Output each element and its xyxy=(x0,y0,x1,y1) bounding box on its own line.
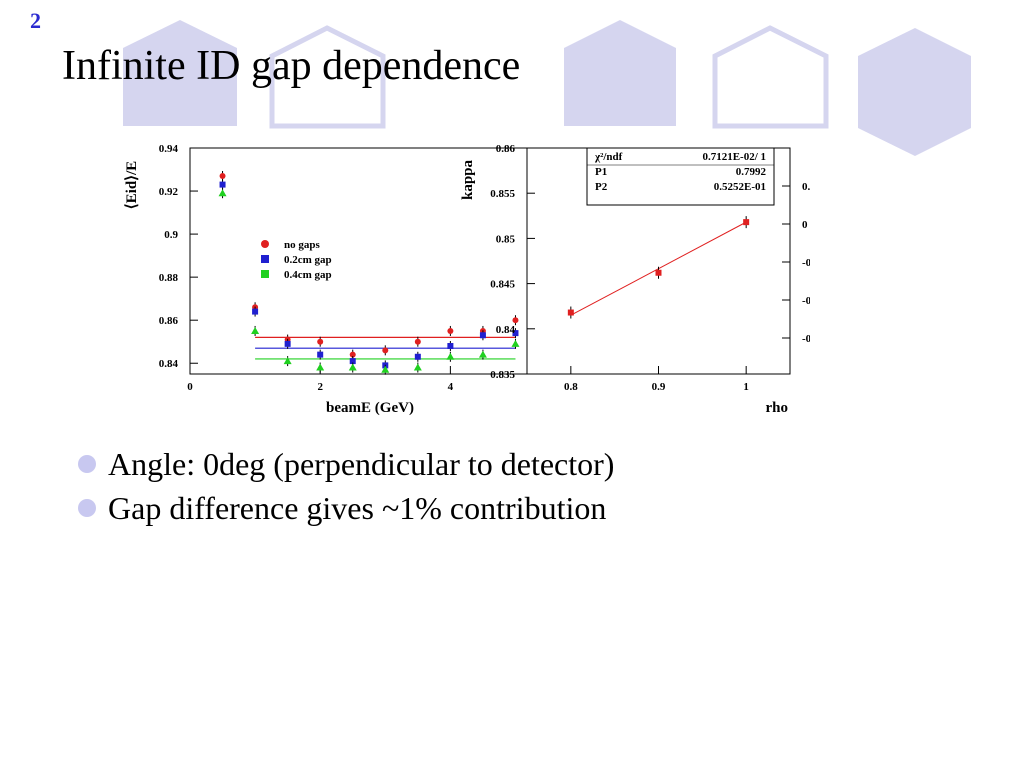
bullet-text: Angle: 0deg (perpendicular to detector) xyxy=(108,446,615,482)
bullet-dot-icon xyxy=(78,499,96,517)
bullet-list: Angle: 0deg (perpendicular to detector) … xyxy=(78,442,614,530)
right-data-point xyxy=(567,309,574,316)
legend-label: 0.4cm gap xyxy=(284,269,332,281)
right-data-point xyxy=(655,269,662,276)
left-y-tick-label: 0.86 xyxy=(159,315,179,327)
right-y-axis-label: kappa xyxy=(460,159,476,200)
right-secondary-tick-label: -0.01 xyxy=(802,295,810,307)
left-y-tick-label: 0.88 xyxy=(159,272,179,284)
left-y-axis-label: ⟨Eid⟩/E xyxy=(124,161,140,209)
left-data-point xyxy=(381,365,390,373)
left-data-point xyxy=(251,326,260,334)
left-data-point xyxy=(478,350,487,358)
left-data-point xyxy=(284,340,291,347)
hexagon-filled-1 xyxy=(123,20,237,126)
left-data-point xyxy=(511,339,520,347)
legend-marker xyxy=(261,270,269,278)
left-y-tick-label: 0.92 xyxy=(159,186,179,198)
right-y-tick-label: 0.835 xyxy=(490,369,515,381)
left-data-point xyxy=(349,358,356,365)
left-data-point xyxy=(317,351,324,358)
left-data-point xyxy=(382,347,389,354)
left-data-point xyxy=(512,317,519,324)
left-y-tick-label: 0.94 xyxy=(159,143,179,155)
fit-stat-value: 0.5252E-01 xyxy=(714,181,766,193)
left-data-point xyxy=(413,363,422,371)
bullet-text: Gap difference gives ~1% contribution xyxy=(108,490,607,526)
left-plot-frame xyxy=(189,147,536,375)
slide-title: Infinite ID gap dependence xyxy=(62,43,521,89)
left-data-point xyxy=(447,327,454,334)
left-data-point xyxy=(446,352,455,360)
left-data-point xyxy=(317,338,324,345)
fit-stat-label: χ²/ndf xyxy=(594,151,623,163)
legend-label: no gaps xyxy=(284,239,320,251)
hexagon-outline-2 xyxy=(712,25,829,129)
left-data-point xyxy=(414,353,421,360)
legend-marker xyxy=(261,255,269,263)
left-y-tick-label: 0.9 xyxy=(164,229,178,241)
slide-number: 2 xyxy=(30,8,41,33)
right-y-tick-label: 0.855 xyxy=(490,188,515,200)
hexagon-outline-1 xyxy=(269,25,386,129)
left-y-tick-label: 0.84 xyxy=(159,358,179,370)
chart-kappa-vs-rho: 0.835 0.84 0.845 0.85 0.855 0.86 0.8 0.9 1 0.00… xyxy=(460,143,810,416)
left-data-point xyxy=(218,189,227,197)
left-x-axis-label: beamE (GeV) xyxy=(326,400,414,416)
left-data-point xyxy=(219,172,226,179)
right-y-tick-label: 0.845 xyxy=(490,279,515,291)
left-data-point xyxy=(447,343,454,350)
bullet-item: Gap difference gives ~1% contribution xyxy=(78,486,614,530)
legend-label: 0.2cm gap xyxy=(284,254,332,266)
right-x-axis-label: rho xyxy=(766,400,789,416)
chart-eid-vs-beamE: 0.84 0.86 0.88 0.9 0.92 0.94 0 2 4 no gaps 0.2cm… xyxy=(124,143,536,416)
right-y-tick-label: 0.86 xyxy=(496,143,516,155)
left-data-point xyxy=(283,357,292,365)
hexagon-filled-2 xyxy=(564,20,676,126)
left-data-point xyxy=(414,338,421,345)
right-secondary-tick-label: -0.015 xyxy=(802,333,810,345)
left-x-tick-label: 0 xyxy=(187,381,193,393)
right-x-tick-label: 0.8 xyxy=(564,381,578,393)
right-secondary-tick-label: 0 xyxy=(802,219,808,231)
fit-stats-frame xyxy=(586,147,775,206)
bullet-dot-icon xyxy=(78,455,96,473)
left-data-point xyxy=(316,363,325,371)
right-x-tick-label: 0.9 xyxy=(652,381,666,393)
right-x-tick-label: 1 xyxy=(743,381,749,393)
left-x-tick-label: 4 xyxy=(448,381,454,393)
left-data-point xyxy=(512,330,519,337)
hexagon-filled-3 xyxy=(858,28,971,156)
fit-stat-label: P1 xyxy=(595,166,607,178)
left-data-point xyxy=(349,351,356,358)
legend-marker xyxy=(261,240,269,248)
right-y-tick-label: 0.84 xyxy=(496,324,516,336)
right-data-point xyxy=(743,219,750,226)
fit-stat-value: 0.7992 xyxy=(736,166,767,178)
right-secondary-tick-label: -0.005 xyxy=(802,257,810,269)
hexagon-decoration xyxy=(123,20,971,156)
left-data-point xyxy=(219,181,226,188)
right-y-tick-label: 0.85 xyxy=(496,233,516,245)
left-legend: no gaps 0.2cm gap 0.4cm gap xyxy=(261,239,332,281)
left-data-point xyxy=(348,363,357,371)
charts-panel: 0.84 0.86 0.88 0.9 0.92 0.94 0 2 4 no gaps 0.2cm… xyxy=(124,143,810,416)
fit-stat-value: 0.7121E-02/ 1 xyxy=(702,151,766,163)
fit-stat-label: P2 xyxy=(595,181,608,193)
left-data-point xyxy=(252,308,259,315)
fit-stats-box: χ²/ndf 0.7121E-02/ 1 P1 0.7992 P2 0.5252E-01 xyxy=(586,147,775,206)
left-x-tick-label: 2 xyxy=(317,381,323,393)
right-secondary-tick-label: 0.005 xyxy=(802,181,810,193)
bullet-item: Angle: 0deg (perpendicular to detector) xyxy=(78,442,614,486)
left-data-point xyxy=(479,332,486,339)
